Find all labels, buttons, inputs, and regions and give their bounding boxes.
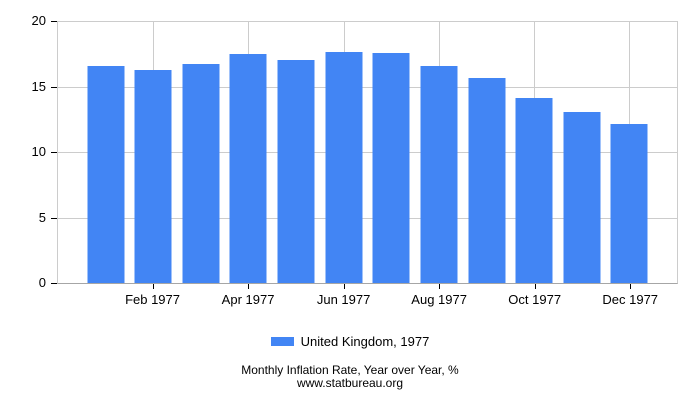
legend: United Kingdom, 1977	[0, 334, 700, 349]
bar-dec-1977[interactable]	[610, 124, 648, 283]
bar-may-1977[interactable]	[277, 59, 315, 283]
x-axis-tick-oct-1977	[534, 284, 536, 289]
y-axis-label-0: 0	[38, 275, 46, 290]
bar-jul-1977[interactable]	[372, 53, 410, 283]
x-axis-label-jun-1977: Jun 1977	[316, 292, 371, 307]
legend-label: United Kingdom, 1977	[300, 334, 430, 349]
chart-footer: Monthly Inflation Rate, Year over Year, …	[0, 364, 700, 390]
x-axis-label-oct-1977: Oct 1977	[508, 292, 562, 307]
x-axis-tick-dec-1977	[630, 284, 632, 289]
gridline-y-5	[58, 217, 677, 219]
x-axis-label-apr-1977: Apr 1977	[221, 292, 275, 307]
y-axis-tick-15	[51, 86, 57, 88]
x-axis-tick-jun-1977	[343, 284, 345, 289]
y-axis-label-15: 15	[31, 78, 46, 94]
x-axis-tick-apr-1977	[248, 284, 250, 289]
bar-aug-1977[interactable]	[420, 66, 458, 283]
bar-nov-1977[interactable]	[563, 112, 601, 283]
bar-jan-1977[interactable]	[87, 66, 125, 283]
bar-apr-1977[interactable]	[229, 54, 267, 283]
chart-source: www.statbureau.org	[296, 376, 404, 390]
y-axis-label-10: 10	[31, 144, 46, 159]
bar-oct-1977[interactable]	[515, 97, 553, 283]
x-axis-tick-feb-1977	[152, 284, 154, 289]
x-axis-label-feb-1977: Feb 1977	[125, 292, 180, 307]
bar-feb-1977[interactable]	[134, 70, 172, 283]
bar-sep-1977[interactable]	[468, 78, 506, 283]
y-axis-tick-10	[51, 152, 57, 153]
x-axis-label-aug-1977: Aug 1977	[411, 292, 467, 307]
bar-jun-1977[interactable]	[325, 51, 363, 283]
chart-title: Monthly Inflation Rate, Year over Year, …	[241, 363, 459, 377]
y-axis-tick-0	[51, 283, 57, 284]
chart-plot-area	[57, 21, 678, 284]
y-axis-label-20: 20	[31, 13, 46, 28]
legend-marker	[270, 337, 294, 346]
x-axis-label-dec-1977: Dec 1977	[602, 292, 659, 307]
gridline-y-20	[58, 21, 677, 22]
y-axis-tick-20	[51, 21, 57, 22]
y-axis-label-5: 5	[38, 209, 46, 225]
gridline-y-15	[58, 86, 677, 88]
x-axis-tick-aug-1977	[439, 284, 441, 289]
gridline-y-10	[58, 152, 677, 153]
bar-mar-1977[interactable]	[182, 63, 220, 283]
y-axis-tick-5	[51, 217, 57, 219]
